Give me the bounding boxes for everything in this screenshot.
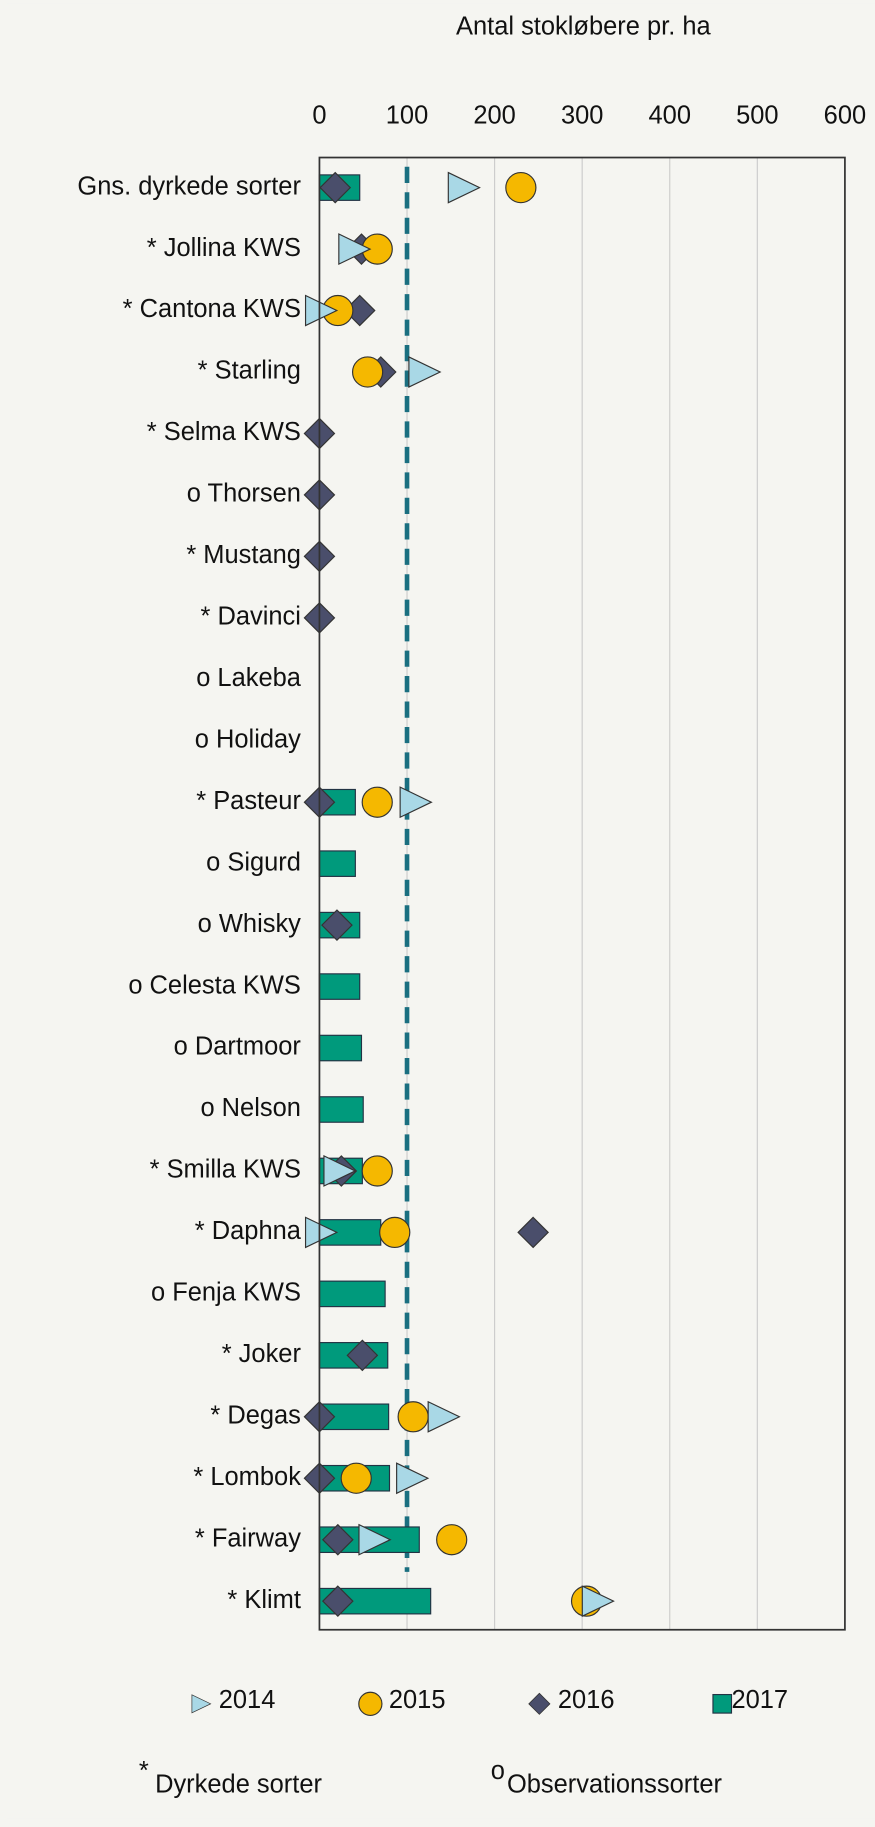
bar xyxy=(318,973,361,1000)
x-tick-label: 100 xyxy=(386,102,428,130)
x-tick-label: 0 xyxy=(312,102,326,130)
chart-title: Antal stokløbere pr. ha xyxy=(456,13,712,41)
y-tick-label: * Joker xyxy=(222,1340,302,1368)
marker xyxy=(321,1585,354,1618)
marker xyxy=(399,786,433,819)
legend-label: 2017 xyxy=(731,1686,788,1714)
x-tick-label: 600 xyxy=(824,102,866,130)
legend-symbol xyxy=(191,1694,212,1714)
note-symbol: o xyxy=(491,1757,505,1785)
y-tick-label: o Fenja KWS xyxy=(151,1279,301,1307)
legend-symbol xyxy=(358,1691,383,1716)
y-tick-label: * Davinci xyxy=(200,603,300,631)
note-text: Dyrkede sorter xyxy=(155,1771,322,1799)
y-tick-label: * Lombok xyxy=(193,1463,301,1491)
y-tick-label: * Mustang xyxy=(186,541,301,569)
marker xyxy=(323,1154,357,1187)
y-tick-label: o Lakeba xyxy=(196,664,302,692)
marker xyxy=(304,1216,339,1249)
note-text: Observationssorter xyxy=(507,1771,723,1799)
marker xyxy=(427,1400,461,1433)
bar xyxy=(318,1280,386,1308)
marker xyxy=(581,1585,615,1618)
legend-symbol xyxy=(528,1692,551,1715)
marker xyxy=(346,1339,379,1372)
legend-label: 2016 xyxy=(558,1686,615,1714)
y-tick-label: * Starling xyxy=(198,357,301,385)
bar xyxy=(318,1096,364,1123)
y-tick-label: * Daphna xyxy=(195,1217,302,1245)
y-tick-label: * Pasteur xyxy=(196,787,301,815)
y-tick-label: * Cantona KWS xyxy=(123,295,301,323)
note-symbol: * xyxy=(139,1757,149,1785)
y-tick-label: o Thorsen xyxy=(187,480,301,508)
marker xyxy=(358,1523,392,1556)
y-tick-label: * Klimt xyxy=(227,1586,301,1614)
y-tick-label: * Jollina KWS xyxy=(147,234,301,262)
y-tick-label: o Celesta KWS xyxy=(128,971,301,999)
y-tick-label: * Degas xyxy=(210,1402,301,1430)
marker xyxy=(338,233,372,266)
y-tick-label: * Smilla KWS xyxy=(150,1156,301,1184)
marker xyxy=(517,1216,549,1249)
bar xyxy=(318,850,356,877)
y-tick-label: * Selma KWS xyxy=(147,418,301,446)
y-tick-label: o Dartmoor xyxy=(174,1033,302,1061)
marker xyxy=(361,786,393,818)
plot-frame xyxy=(318,156,846,1631)
y-tick-label: Gns. dyrkede sorter xyxy=(77,172,301,200)
legend-label: 2015 xyxy=(389,1686,446,1714)
marker xyxy=(351,356,384,388)
legend-symbol xyxy=(712,1693,733,1714)
y-tick-label: * Fairway xyxy=(195,1524,301,1552)
x-tick-label: 300 xyxy=(561,102,603,130)
marker xyxy=(436,1524,468,1556)
x-tick-label: 400 xyxy=(649,102,691,130)
background xyxy=(6,3,875,1819)
legend-label: 2014 xyxy=(219,1686,276,1714)
y-tick-label: o Sigurd xyxy=(206,848,301,876)
marker xyxy=(319,171,352,204)
bar xyxy=(318,1034,363,1062)
x-tick-label: 200 xyxy=(473,102,515,130)
marker xyxy=(396,1462,430,1495)
marker xyxy=(340,1462,372,1494)
marker xyxy=(321,909,353,941)
marker xyxy=(304,294,339,327)
y-tick-label: o Holiday xyxy=(195,725,301,753)
x-tick-label: 500 xyxy=(736,102,778,130)
marker xyxy=(361,1155,393,1187)
marker xyxy=(379,1216,411,1249)
marker xyxy=(505,171,537,204)
y-tick-label: o Whisky xyxy=(198,910,302,938)
y-tick-label: o Nelson xyxy=(200,1094,300,1122)
marker xyxy=(408,356,442,388)
marker xyxy=(397,1401,429,1433)
marker xyxy=(321,1523,354,1556)
marker xyxy=(447,171,481,204)
